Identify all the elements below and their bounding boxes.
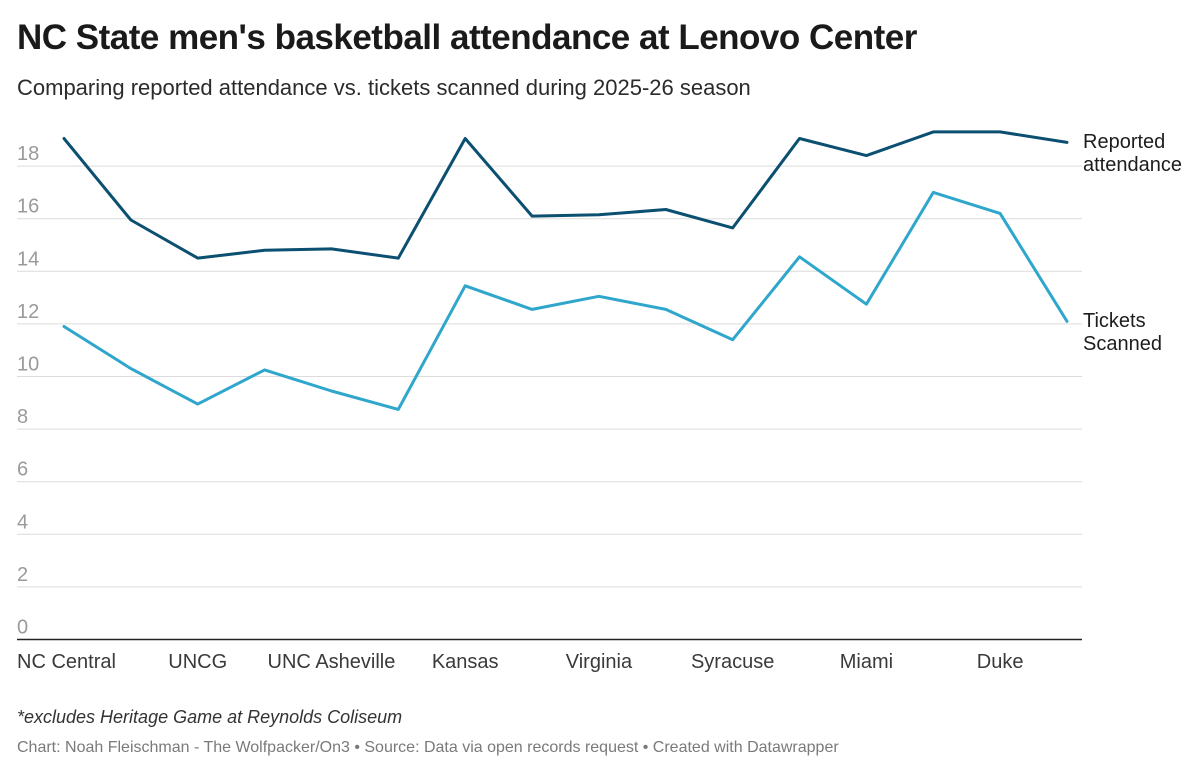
y-tick-label: 2 <box>17 564 28 586</box>
series-label: Tickets <box>1083 310 1146 332</box>
chart-subtitle: Comparing reported attendance vs. ticket… <box>17 75 751 100</box>
y-tick-label: 6 <box>17 459 28 481</box>
x-tick-label: Virginia <box>566 651 633 673</box>
x-tick-label: Duke <box>977 651 1024 673</box>
y-tick-label: 4 <box>17 511 28 533</box>
y-tick-label: 10 <box>17 354 39 376</box>
series-lines <box>62 130 1069 411</box>
x-axis-ticks: NC Central UNCG UNC Asheville Kansas Virgini… <box>17 651 1023 673</box>
y-tick-label: 14 <box>17 248 39 270</box>
x-tick-label: UNC Asheville <box>268 651 396 673</box>
x-tick-label: NC Central <box>17 651 116 673</box>
x-tick-label: UNCG <box>168 651 227 673</box>
y-tick-label: 16 <box>17 196 39 218</box>
source-credit: Chart: Noah Fleischman - The Wolfpacker/… <box>17 739 839 756</box>
x-tick-label: Kansas <box>432 651 499 673</box>
series-label: attendance <box>1083 154 1182 176</box>
y-tick-label: 18 <box>17 143 39 165</box>
chart-title: NC State men's basketball attendance at … <box>17 18 917 57</box>
x-tick-label: Syracuse <box>691 651 774 673</box>
series-line-tickets-scanned <box>62 190 1069 411</box>
x-tick-label: Miami <box>840 651 893 673</box>
footnote: *excludes Heritage Game at Reynolds Coli… <box>17 707 403 727</box>
series-label: Reported <box>1083 131 1165 153</box>
y-axis-ticks: 0 2 4 6 8 10 12 14 16 18 <box>17 143 39 638</box>
gridlines <box>17 165 1082 641</box>
y-tick-label: 0 <box>17 617 28 639</box>
y-tick-label: 8 <box>17 406 28 428</box>
series-line-reported-attendance <box>62 130 1069 260</box>
series-label: Scanned <box>1083 333 1162 355</box>
line-chart: 0 2 4 6 8 10 12 14 16 18 NC Central UNCG UNC Ashevi… <box>17 130 1182 673</box>
y-tick-label: 12 <box>17 301 39 323</box>
